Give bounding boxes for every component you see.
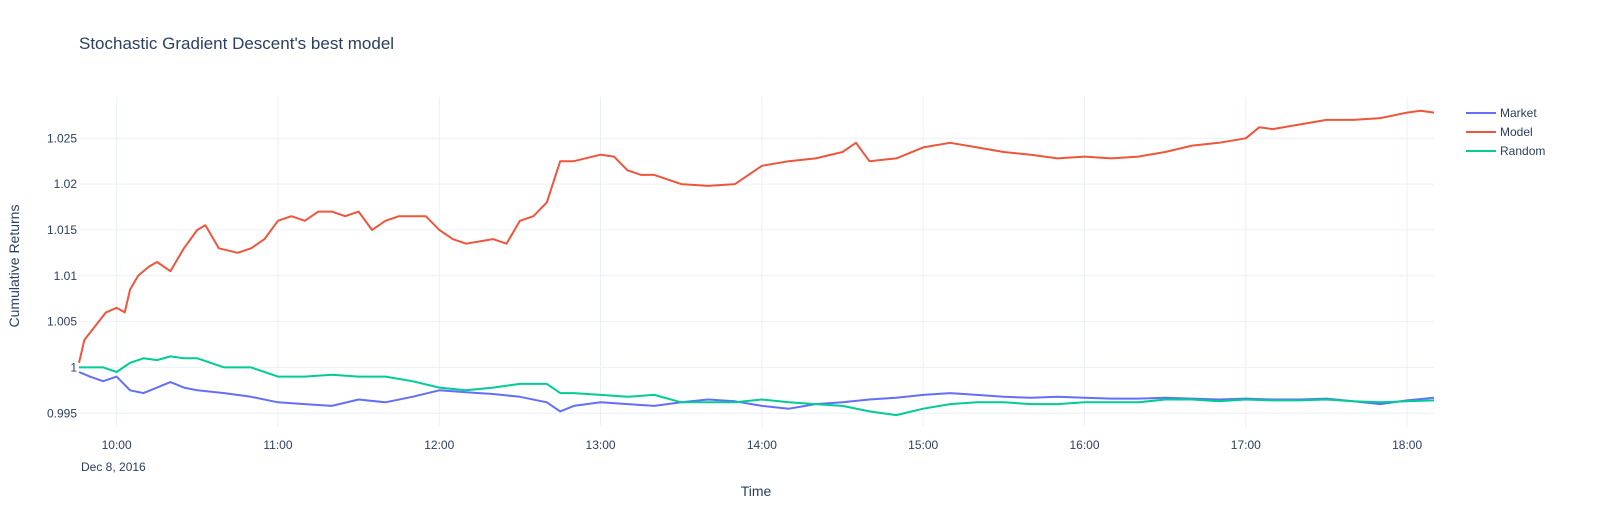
chart-title: Stochastic Gradient Descent's best model: [79, 34, 394, 53]
y-axis: 0.995 1 1.005 1.01 1.015 1.02 1.025: [47, 131, 77, 420]
x-axis: 10:00 11:00 12:00 13:00 14:00 15:00 16:00 17:00…: [102, 438, 1423, 452]
x-tick-label: 10:00: [102, 438, 132, 452]
plot-area: [78, 109, 1435, 417]
x-tick-label: 13:00: [586, 438, 616, 452]
legend-label: Random: [1500, 144, 1545, 158]
y-tick-label: 1.025: [47, 131, 77, 145]
legend-item-random[interactable]: Random: [1466, 144, 1545, 158]
series-line-market: [78, 371, 1435, 413]
y-tick-label: 1.005: [47, 315, 77, 329]
legend[interactable]: Market Model Random: [1466, 106, 1545, 158]
x-tick-label: 18:00: [1392, 438, 1422, 452]
y-tick-label: 1.015: [47, 223, 77, 237]
x-tick-label: 16:00: [1069, 438, 1099, 452]
x-tick-label: 15:00: [908, 438, 938, 452]
legend-label: Market: [1500, 106, 1537, 120]
x-tick-label: 14:00: [747, 438, 777, 452]
x-axis-date-label: Dec 8, 2016: [81, 460, 146, 474]
x-tick-label: 12:00: [424, 438, 454, 452]
x-axis-title: Time: [741, 483, 772, 499]
y-tick-label: 1.01: [54, 269, 78, 283]
y-tick-label: 1: [70, 360, 77, 374]
y-axis-title: Cumulative Returns: [6, 205, 22, 328]
series-line-model: [78, 109, 1435, 364]
y-tick-label: 1.02: [54, 177, 78, 191]
y-tick-label: 0.995: [47, 406, 77, 420]
legend-label: Model: [1500, 125, 1533, 139]
legend-item-market[interactable]: Market: [1466, 106, 1537, 120]
x-tick-label: 11:00: [263, 438, 292, 452]
grid: [79, 97, 1434, 427]
x-tick-label: 17:00: [1231, 438, 1261, 452]
series-line-random: [79, 355, 1435, 417]
legend-item-model[interactable]: Model: [1466, 125, 1533, 139]
